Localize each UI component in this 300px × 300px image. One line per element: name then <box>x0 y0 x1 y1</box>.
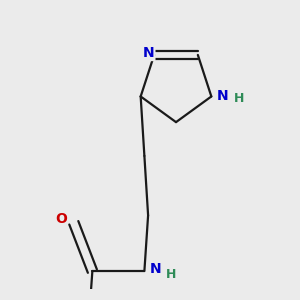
Text: H: H <box>166 268 176 281</box>
Text: O: O <box>55 212 67 226</box>
Text: H: H <box>234 92 244 105</box>
Text: N: N <box>150 262 161 276</box>
Text: N: N <box>217 89 228 103</box>
Text: N: N <box>143 46 154 60</box>
